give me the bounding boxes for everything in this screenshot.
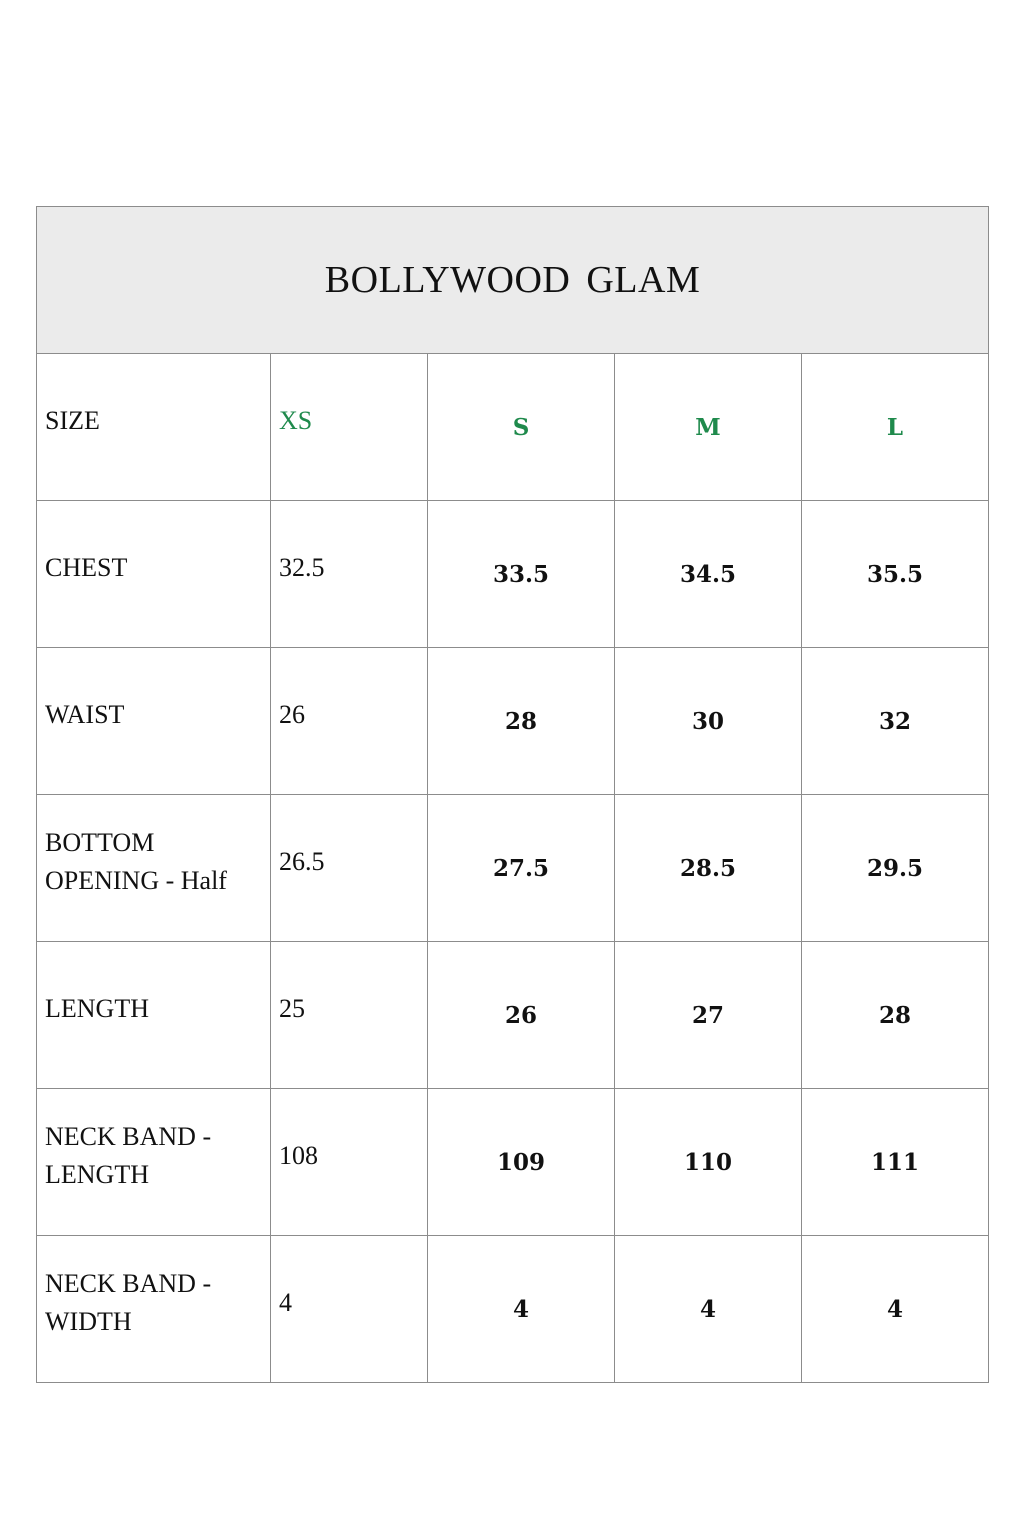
value-l: 28 <box>800 941 990 1089</box>
table-row-neck-band-length: NECK BAND - LENGTH 108 109 110 111 <box>36 1088 990 1236</box>
size-header-l: L <box>800 353 990 501</box>
size-header-s: S <box>427 353 615 501</box>
table-row-chest: CHEST 32.5 33.5 34.5 35.5 <box>36 500 990 648</box>
size-header-m: M <box>614 353 802 501</box>
value-xs: 26 <box>270 647 428 795</box>
value-l: 32 <box>800 647 990 795</box>
value-l: 35.5 <box>800 500 990 648</box>
row-label: NECK BAND - WIDTH <box>36 1235 271 1383</box>
value-xs: 108 <box>270 1088 428 1236</box>
table-row-neck-band-width: NECK BAND - WIDTH 4 4 4 4 <box>36 1235 990 1383</box>
row-label: BOTTOM OPENING - Half <box>36 794 271 942</box>
value-m: 34.5 <box>614 500 802 648</box>
value-l: 111 <box>800 1088 990 1236</box>
value-xs: 25 <box>270 941 428 1089</box>
value-m: 30 <box>614 647 802 795</box>
value-s: 109 <box>427 1088 615 1236</box>
table-row-bottom-opening: BOTTOM OPENING - Half 26.5 27.5 28.5 29.… <box>36 794 990 942</box>
value-xs: 4 <box>270 1235 428 1383</box>
row-label: LENGTH <box>36 941 271 1089</box>
value-l: 4 <box>800 1235 990 1383</box>
value-s: 26 <box>427 941 615 1089</box>
value-s: 27.5 <box>427 794 615 942</box>
value-xs: 26.5 <box>270 794 428 942</box>
row-label: NECK BAND - LENGTH <box>36 1088 271 1236</box>
value-m: 110 <box>614 1088 802 1236</box>
table-row-length: LENGTH 25 26 27 28 <box>36 941 990 1089</box>
value-xs: 32.5 <box>270 500 428 648</box>
size-chart-table: BOLLYWOOD GLAM SIZE XS S M L CHEST 32.5 … <box>35 206 990 1383</box>
row-label: WAIST <box>36 647 271 795</box>
size-label: SIZE <box>36 353 271 501</box>
table-row-waist: WAIST 26 28 30 32 <box>36 647 990 795</box>
row-label: CHEST <box>36 500 271 648</box>
value-s: 28 <box>427 647 615 795</box>
title-row: BOLLYWOOD GLAM <box>35 206 990 354</box>
value-s: 4 <box>427 1235 615 1383</box>
size-header-xs: XS <box>270 353 428 501</box>
value-m: 4 <box>614 1235 802 1383</box>
size-header-row: SIZE XS S M L <box>36 353 990 501</box>
chart-title: BOLLYWOOD GLAM <box>35 206 990 354</box>
value-l: 29.5 <box>800 794 990 942</box>
value-s: 33.5 <box>427 500 615 648</box>
value-m: 28.5 <box>614 794 802 942</box>
value-m: 27 <box>614 941 802 1089</box>
